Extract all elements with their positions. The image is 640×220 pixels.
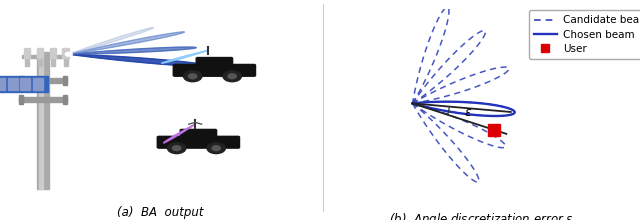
Bar	[19, 95, 23, 104]
Circle shape	[212, 146, 220, 151]
Polygon shape	[162, 50, 208, 63]
Polygon shape	[163, 124, 195, 143]
Bar	[0, 76, 48, 92]
Bar	[63, 95, 67, 104]
Bar	[50, 48, 56, 58]
Bar	[8, 78, 18, 90]
FancyBboxPatch shape	[180, 129, 216, 139]
Bar	[24, 48, 31, 58]
Bar	[63, 76, 67, 85]
Bar	[33, 78, 42, 90]
Bar	[38, 50, 42, 66]
Bar	[38, 52, 49, 189]
Bar	[51, 50, 55, 66]
Bar	[40, 52, 44, 189]
Bar	[37, 48, 44, 58]
FancyBboxPatch shape	[196, 57, 232, 67]
Bar	[22, 55, 67, 58]
Text: (b)  Angle discretization error $\epsilon$: (b) Angle discretization error $\epsilon…	[389, 211, 574, 220]
Polygon shape	[69, 28, 154, 54]
Circle shape	[65, 52, 73, 57]
Circle shape	[207, 143, 225, 154]
Circle shape	[223, 71, 241, 82]
FancyBboxPatch shape	[157, 136, 239, 148]
Polygon shape	[69, 54, 208, 66]
Polygon shape	[69, 32, 184, 54]
Bar	[19, 76, 23, 85]
Polygon shape	[162, 50, 208, 63]
Legend: Candidate beams, Chosen beam, User: Candidate beams, Chosen beam, User	[529, 10, 640, 59]
Bar	[64, 50, 68, 66]
Circle shape	[184, 71, 202, 82]
Bar	[0, 78, 5, 90]
Bar	[20, 78, 30, 90]
FancyBboxPatch shape	[173, 64, 255, 76]
Text: (a)  BA  output: (a) BA output	[116, 205, 204, 218]
Circle shape	[173, 146, 181, 151]
Circle shape	[189, 74, 197, 79]
Polygon shape	[163, 124, 195, 143]
Bar	[19, 78, 67, 83]
Bar	[63, 48, 69, 58]
Bar	[26, 50, 29, 66]
Text: $\varepsilon$: $\varepsilon$	[464, 106, 472, 119]
Circle shape	[168, 143, 186, 154]
Polygon shape	[69, 47, 196, 54]
Circle shape	[228, 74, 236, 79]
Bar	[19, 97, 67, 102]
